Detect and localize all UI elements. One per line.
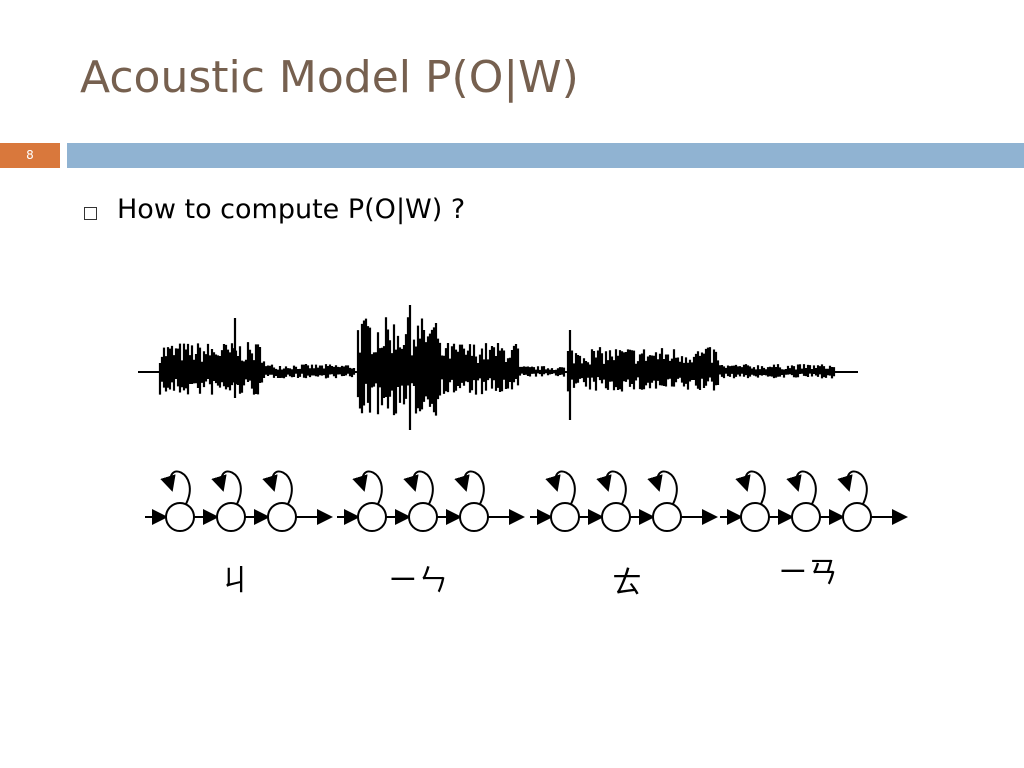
self-loop	[545, 470, 576, 505]
hmm-state	[357, 502, 387, 532]
hmm-state	[652, 502, 682, 532]
self-loop	[596, 470, 627, 505]
phone-label: ㄐ	[220, 564, 250, 599]
self-loop	[352, 470, 383, 505]
phone-label: ㄧㄣ	[388, 564, 448, 599]
slide-title: Acoustic Model P(O|W)	[80, 52, 579, 103]
self-loop	[454, 470, 485, 505]
hmm-state	[791, 502, 821, 532]
phone-label: ㄧㄢ	[778, 556, 838, 591]
self-loop	[735, 470, 766, 505]
hmm-state	[740, 502, 770, 532]
waveform	[158, 305, 836, 430]
waveform-trace	[158, 305, 836, 430]
self-loop	[211, 470, 242, 505]
hmm-state	[842, 502, 872, 532]
header-band	[67, 143, 1024, 168]
bullet-marker	[84, 207, 97, 220]
hmm-state	[550, 502, 580, 532]
bullet-text: How to compute P(O|W) ?	[117, 194, 466, 225]
hmm-state	[216, 502, 246, 532]
self-loop	[786, 470, 817, 505]
self-loop	[262, 470, 293, 505]
hmm-state	[601, 502, 631, 532]
hmm-state	[267, 502, 297, 532]
slide-number: 8	[0, 143, 60, 168]
hmm-chain: ㄐ ㄧㄣ ㄊ ㄧㄢ	[145, 470, 908, 601]
self-loop	[160, 470, 191, 505]
hmm-state	[408, 502, 438, 532]
self-loop	[647, 470, 678, 505]
hmm-state	[165, 502, 195, 532]
phone-label: ㄊ	[612, 566, 642, 601]
self-loop	[403, 470, 434, 505]
self-loop	[837, 470, 868, 505]
hmm-state	[459, 502, 489, 532]
